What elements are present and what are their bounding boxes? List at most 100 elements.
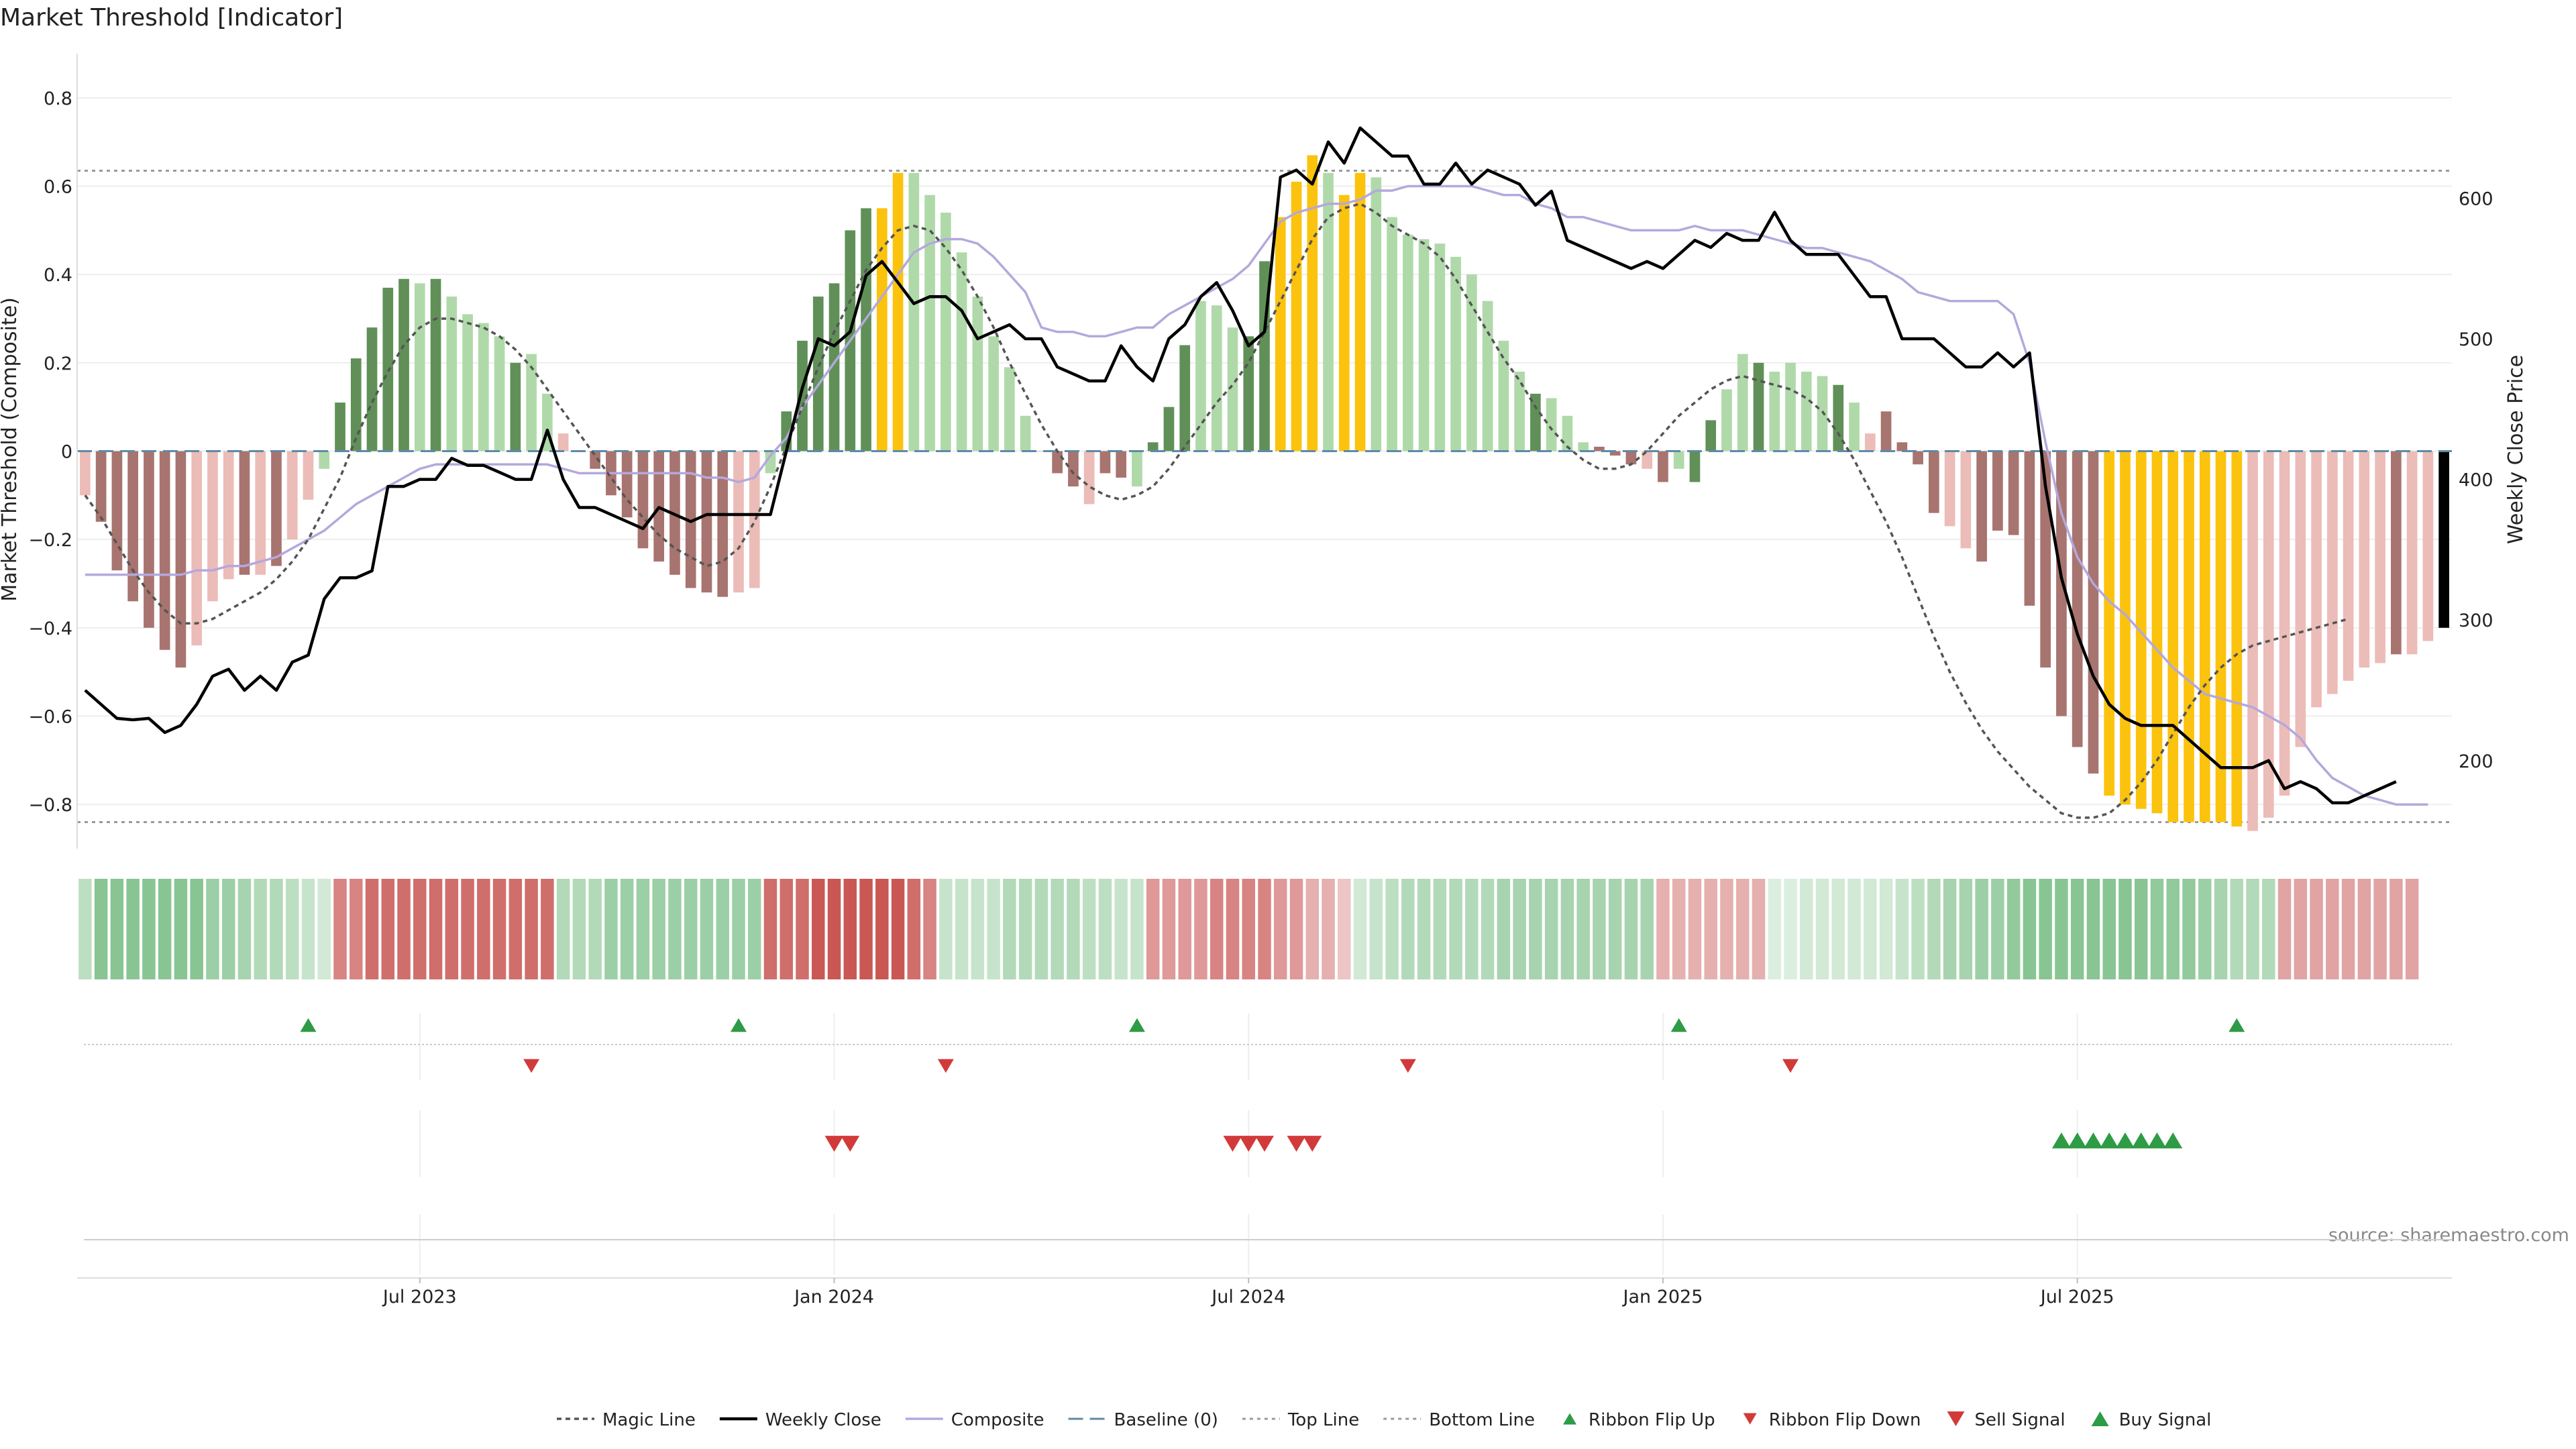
composite-bar bbox=[1737, 354, 1748, 451]
composite-bar bbox=[1514, 372, 1525, 451]
composite-bar bbox=[2231, 451, 2243, 827]
ribbon-cell bbox=[588, 879, 602, 979]
y-tick-label: 0.2 bbox=[44, 354, 72, 374]
y-tick-label: 0.6 bbox=[44, 177, 72, 198]
composite-bar bbox=[1817, 376, 1828, 451]
composite-bar bbox=[2008, 451, 2019, 535]
composite-bar bbox=[2279, 451, 2290, 796]
x-tick-label: Jul 2023 bbox=[382, 1287, 457, 1307]
ribbon-cell bbox=[1082, 879, 1096, 979]
composite-bar bbox=[159, 451, 170, 650]
ribbon-cell bbox=[1815, 879, 1829, 979]
composite-bar bbox=[1913, 451, 1923, 465]
ribbon-cell bbox=[1162, 879, 1176, 979]
legend-item: Buy Signal bbox=[2091, 1410, 2211, 1430]
composite-bar bbox=[2326, 451, 2338, 694]
composite-bar bbox=[1801, 372, 1812, 451]
ribbon-cell bbox=[2023, 879, 2037, 979]
ribbon-cell bbox=[1943, 879, 1957, 979]
composite-bar bbox=[2391, 451, 2402, 655]
ribbon-cell bbox=[94, 879, 108, 979]
composite-bar bbox=[1307, 155, 1318, 451]
ribbon-cell bbox=[1768, 879, 1782, 979]
ribbon-flip-up-marker bbox=[1670, 1018, 1687, 1032]
ribbon-cell bbox=[1991, 879, 2004, 979]
composite-bar bbox=[621, 451, 633, 518]
ribbon-cell bbox=[1560, 879, 1574, 979]
ribbon-flip-down-marker bbox=[523, 1059, 540, 1073]
ribbon-cell bbox=[1544, 879, 1558, 979]
ribbon-cell bbox=[2373, 879, 2387, 979]
legend-label: Ribbon Flip Down bbox=[1769, 1410, 1921, 1430]
ribbon-cell bbox=[1752, 879, 1766, 979]
composite-bar bbox=[1387, 217, 1397, 451]
composite-bar bbox=[239, 451, 250, 575]
composite-bar bbox=[319, 451, 330, 469]
ribbon-flip-up-marker bbox=[730, 1018, 747, 1032]
composite-bar bbox=[462, 314, 473, 451]
ribbon-cell bbox=[301, 879, 315, 979]
composite-bar bbox=[2104, 451, 2115, 796]
ribbon-cell bbox=[875, 879, 889, 979]
composite-bar bbox=[175, 451, 186, 668]
legend-label: Baseline (0) bbox=[1114, 1410, 1218, 1430]
composite-bar bbox=[956, 252, 967, 451]
composite-bar bbox=[685, 451, 696, 588]
ribbon-cell bbox=[1704, 879, 1717, 979]
composite-bar bbox=[876, 208, 888, 451]
composite-bar bbox=[1944, 451, 1955, 527]
composite-bar bbox=[350, 358, 362, 451]
ribbon-cell bbox=[237, 879, 252, 979]
composite-bar bbox=[1721, 389, 1732, 451]
ribbon-cell bbox=[971, 879, 985, 979]
composite-bar bbox=[717, 451, 729, 597]
composite-bar bbox=[2438, 451, 2449, 628]
composite-bar bbox=[303, 451, 314, 500]
composite-bar bbox=[2359, 451, 2370, 668]
composite-bar bbox=[127, 451, 138, 602]
composite-bar bbox=[1450, 256, 1461, 451]
ribbon-cell bbox=[317, 879, 331, 979]
ribbon-cell bbox=[1481, 879, 1495, 979]
ribbon-cell bbox=[2405, 879, 2419, 979]
composite-bar bbox=[1849, 402, 1860, 451]
legend-item: Magic Line bbox=[557, 1410, 696, 1430]
ribbon-flip-up-marker bbox=[1128, 1018, 1145, 1032]
composite-bar bbox=[1163, 407, 1175, 451]
composite-bar bbox=[1323, 172, 1334, 451]
ribbon-cell bbox=[1529, 879, 1542, 979]
composite-bar bbox=[1482, 301, 1493, 451]
ribbon-cell bbox=[1879, 879, 1893, 979]
ribbon-cell bbox=[2118, 879, 2132, 979]
composite-bar bbox=[1402, 234, 1413, 451]
composite-bar bbox=[446, 297, 458, 451]
ribbon-cell bbox=[429, 879, 443, 979]
ribbon-cell bbox=[859, 879, 873, 979]
ribbon-cell bbox=[1576, 879, 1590, 979]
buy-signal-marker bbox=[2100, 1132, 2119, 1148]
ribbon-cell bbox=[732, 879, 745, 979]
y2-tick-label: 200 bbox=[2459, 751, 2493, 772]
ribbon-cell bbox=[700, 879, 714, 979]
legend-item: Weekly Close bbox=[719, 1410, 881, 1430]
composite-bar bbox=[590, 451, 600, 469]
legend-label: Composite bbox=[951, 1410, 1044, 1430]
composite-bar bbox=[1546, 398, 1557, 451]
ribbon-cell bbox=[827, 879, 841, 979]
composite-bar bbox=[2375, 451, 2385, 663]
ribbon-cell bbox=[891, 879, 905, 979]
ribbon-cell bbox=[1401, 879, 1415, 979]
ribbon-cell bbox=[1258, 879, 1271, 979]
composite-bar bbox=[988, 336, 999, 451]
ribbon-cell bbox=[1353, 879, 1367, 979]
composite-bar bbox=[1833, 384, 1844, 451]
composite-bar bbox=[1132, 451, 1142, 487]
y2-tick-label: 600 bbox=[2459, 189, 2493, 209]
ribbon-cell bbox=[1720, 879, 1733, 979]
composite-bar bbox=[1099, 451, 1111, 474]
x-tick-label: Jul 2025 bbox=[2039, 1287, 2114, 1307]
composite-bar bbox=[1195, 301, 1206, 451]
composite-bar bbox=[1896, 442, 1908, 451]
composite-bar bbox=[1211, 305, 1222, 451]
composite-bar bbox=[861, 208, 871, 451]
